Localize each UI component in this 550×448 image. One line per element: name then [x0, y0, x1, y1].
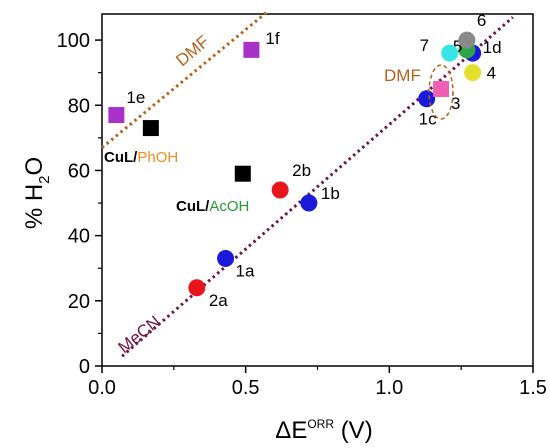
point-label-7: 7: [420, 36, 429, 55]
point-label-2b: 2b: [292, 161, 311, 180]
point-label-2a: 2a: [209, 291, 228, 310]
annotation-cul-acoh-slash: /: [205, 198, 210, 215]
point-label-4: 4: [487, 64, 496, 83]
x-tick-labels: 0.0 0.5 1.0 1.5: [88, 377, 547, 399]
fit-line-label-mecn: MeCN: [115, 312, 164, 357]
x-tick-label: 1.0: [375, 377, 403, 399]
annotation-cul-acoh: CuL/AcOH: [176, 198, 249, 215]
point-label-1d: 1d: [483, 38, 502, 57]
point-cul-acoh: [234, 165, 251, 182]
point-6: [458, 31, 476, 49]
point-label-1b: 1b: [321, 184, 340, 203]
point-7: [441, 44, 459, 62]
annotation-cul-acoh-part2: AcOH: [209, 198, 249, 215]
y-tick-label: 40: [68, 226, 90, 248]
y-tick-label: 80: [68, 95, 90, 117]
fit-line-mecn: [121, 16, 514, 358]
point-1e: [108, 107, 125, 124]
point-2a: [188, 279, 206, 297]
point-1b: [300, 194, 318, 212]
point-label-5: 5: [453, 37, 462, 56]
annotation-cul-phoh-part1: CuL: [104, 149, 133, 166]
y-tick-label: 100: [57, 30, 90, 52]
point-1a: [217, 249, 235, 267]
y-tick-label: 20: [68, 291, 90, 313]
y-axis-title: % H2O: [21, 157, 53, 229]
point-1c: [418, 90, 436, 108]
annotation-cul-phoh-part2: PhOH: [137, 149, 178, 166]
y-tick-label: 0: [79, 356, 90, 378]
y-axis-title-prefix: % H: [21, 184, 48, 229]
plot-area: 1a 1b 1c 1d 2a 2b 3 4 56 7 1e 1f: [95, 9, 534, 373]
point-1f: [243, 41, 260, 58]
point-3: [433, 80, 450, 97]
x-tick-label: 0.5: [232, 377, 260, 399]
annotation-dmf-ellipse-label: DMF: [384, 66, 421, 85]
x-axis-title-base: ΔE: [275, 417, 307, 444]
x-axis-title-unit-space: [334, 417, 341, 444]
point-cul-phoh: [142, 120, 159, 137]
point-label-1f: 1f: [265, 29, 279, 48]
point-2b: [271, 181, 289, 199]
dmf-ellipse: [428, 64, 454, 120]
fit-line-dmf: [101, 9, 270, 149]
y-tick-label: 60: [68, 160, 90, 182]
point-label-3: 3: [451, 94, 460, 113]
x-tick-label: 1.5: [519, 377, 547, 399]
annotation-cul-acoh-part1: CuL: [176, 198, 205, 215]
x-axis-title: ΔEORR (V): [275, 417, 372, 444]
point-label-1e: 1e: [126, 88, 145, 107]
point-4: [464, 64, 482, 82]
point-label-1c: 1c: [419, 110, 437, 129]
annotation-cul-phoh-slash: /: [133, 149, 138, 166]
x-axis-title-superscript: ORR: [307, 417, 334, 431]
y-axis-title-suffix: O: [21, 157, 48, 176]
x-axis-title-unit: (V): [341, 417, 373, 444]
point-label-1a: 1a: [236, 261, 255, 280]
annotation-cul-phoh: CuL/PhOH: [104, 149, 178, 166]
y-axis-title-subscript: 2: [36, 175, 53, 183]
x-tick-label: 0.0: [88, 377, 116, 399]
point-label-6: 6: [477, 11, 486, 30]
fit-line-label-dmf: DMF: [172, 32, 212, 70]
y-tick-labels: 0 20 40 60 80 100: [57, 30, 90, 378]
